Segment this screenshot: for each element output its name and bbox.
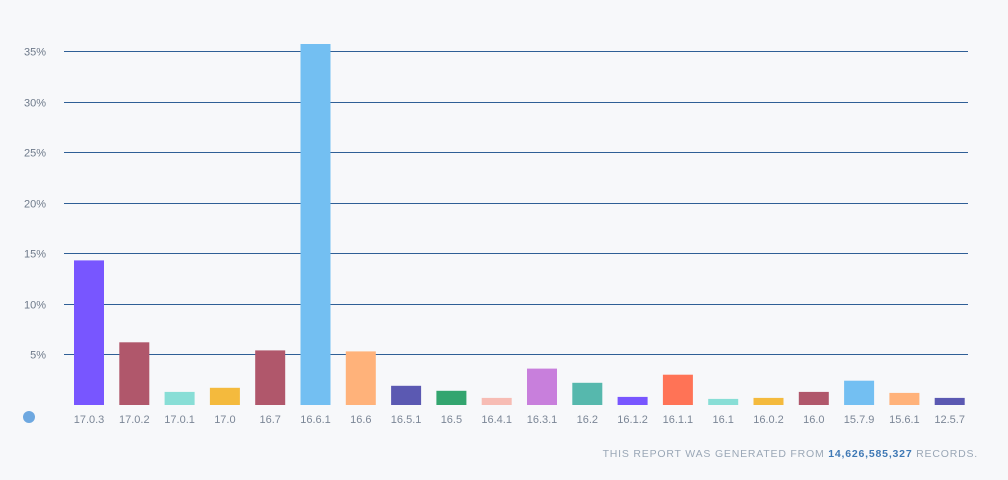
bar-16-5-1[interactable] [391,385,422,405]
x-tick-label: 17.0 [214,414,235,426]
x-tick-label: 16.0 [803,414,824,426]
bar-17-0-1[interactable] [164,391,195,405]
y-tick-label: 35% [24,47,46,59]
y-tick-label: 5% [30,350,46,362]
bar-15-7-9[interactable] [844,380,875,405]
bar-16-4-1[interactable] [481,397,512,405]
x-tick-label: 16.5.1 [391,414,422,426]
report-footer: THIS REPORT WAS GENERATED FROM 14,626,58… [603,448,978,460]
x-tick-label: 15.7.9 [844,414,875,426]
y-tick-label: 15% [24,249,46,261]
x-tick-label: 16.0.2 [753,414,784,426]
x-tick-label: 16.1 [712,414,733,426]
bar-16-2[interactable] [572,382,603,405]
footer-suffix: RECORDS. [916,448,978,460]
x-tick-label: 16.5 [441,414,462,426]
x-tick-label: 16.6.1 [300,414,331,426]
bar-15-6-1[interactable] [889,392,920,405]
bar-17-0-2[interactable] [119,342,150,405]
bar-16-6[interactable] [345,351,376,405]
footer-prefix: THIS REPORT WAS GENERATED FROM [602,448,825,460]
bar-16-1-2[interactable] [617,396,648,405]
bar-16-1[interactable] [708,398,739,405]
bar-16-6-1[interactable] [300,44,331,405]
bar-16-7[interactable] [255,350,286,405]
y-tick-label: 30% [24,98,46,110]
x-tick-label: 16.4.1 [481,414,512,426]
bar-17-0-3[interactable] [74,260,104,405]
bar-17-0[interactable] [209,387,240,405]
bar-16-0-2[interactable] [753,397,784,405]
x-tick-label: 17.0.2 [119,414,150,426]
x-tick-label: 16.7 [259,414,280,426]
bar-16-0[interactable] [798,391,829,405]
y-tick-label: 20% [24,199,46,211]
bar-16-3-1[interactable] [527,368,557,405]
record-count: 14,626,585,327 [828,448,913,460]
bar-16-5[interactable] [436,390,467,405]
x-tick-label: 16.3.1 [527,414,558,426]
x-tick-label: 12.5.7 [934,414,965,426]
y-tick-label: 10% [24,300,46,312]
x-tick-label: 16.2 [577,414,598,426]
x-tick-label: 16.6 [350,414,371,426]
bar-12-5-7[interactable] [934,397,965,405]
legend-dot [23,411,35,423]
y-tick-label: 25% [24,148,46,160]
x-tick-label: 16.1.1 [663,414,694,426]
x-tick-label: 17.0.1 [164,414,195,426]
x-tick-label: 15.6.1 [889,414,920,426]
x-tick-label: 16.1.2 [617,414,648,426]
x-tick-label: 17.0.3 [74,414,105,426]
bar-16-1-1[interactable] [662,374,693,405]
